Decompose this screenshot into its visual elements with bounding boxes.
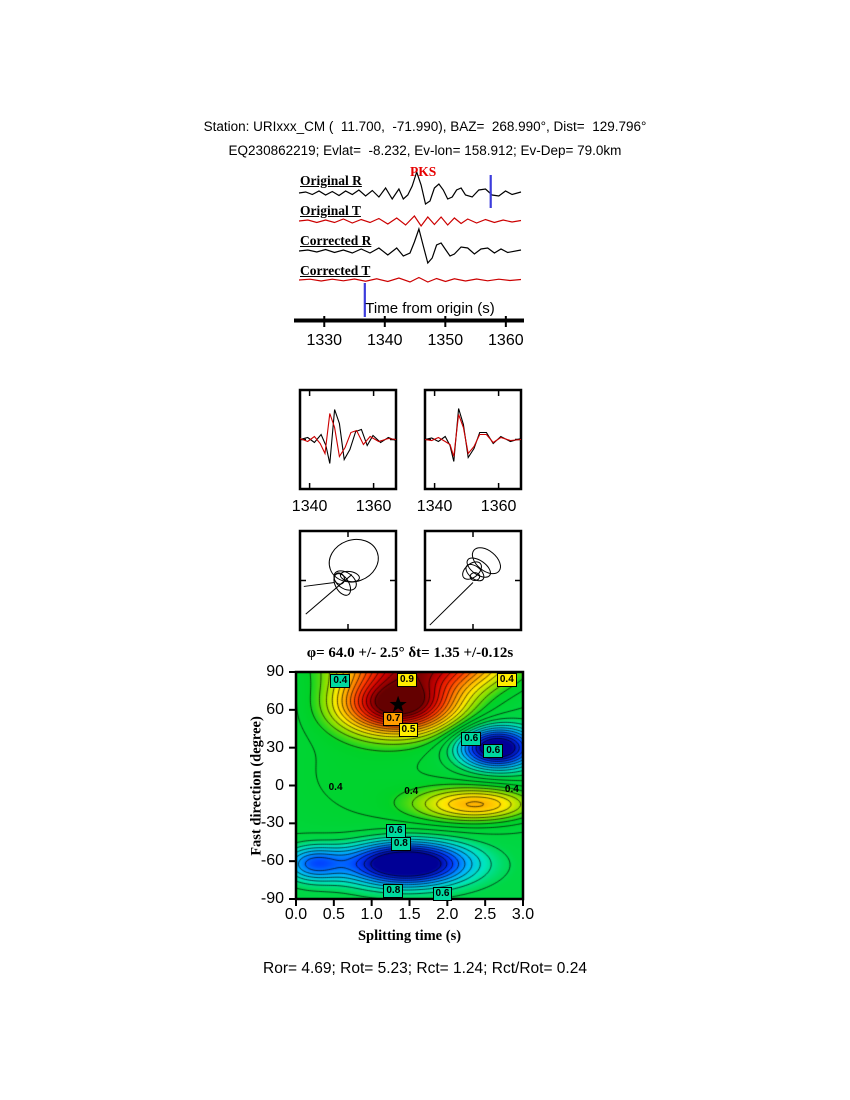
station-info: Station: URIxxx_CM ( 11.700, -71.990), B… bbox=[203, 119, 647, 134]
contour-level-label: 0.4 bbox=[496, 673, 517, 687]
window-seismogram-trace bbox=[299, 409, 397, 464]
energy-y-tick-label: 60 bbox=[266, 700, 284, 718]
wave-axis-label: Time from origin (s) bbox=[365, 300, 495, 317]
window-seismogram-frame bbox=[423, 388, 523, 491]
energy-y-tick-label: 90 bbox=[266, 663, 284, 680]
window-tick-label: 1340 bbox=[416, 498, 453, 515]
particle-motion-loop bbox=[328, 538, 379, 583]
particle-motion-path bbox=[303, 581, 335, 587]
time-axis-tick-label: 1330 bbox=[306, 332, 343, 349]
contour-level-label: 0.6 bbox=[461, 731, 482, 746]
contour-level-label: 0.4 bbox=[330, 673, 351, 688]
energy-x-tick-label: 3.0 bbox=[511, 906, 535, 923]
trace-label-corrected-r: Corrected R bbox=[300, 233, 372, 248]
particle-motion-frame bbox=[423, 529, 523, 632]
particle-motion-loop bbox=[469, 572, 481, 581]
contour-level-label: 0.6 bbox=[483, 744, 504, 759]
particle-motion-loop bbox=[462, 561, 482, 580]
particle-motion-loop bbox=[466, 557, 491, 578]
particle-motion-path bbox=[305, 574, 353, 615]
quality-stats: Ror= 4.69; Rot= 5.23; Rct= 1.24; Rct/Rot… bbox=[263, 960, 587, 977]
contour-level-label: 0.6 bbox=[432, 886, 453, 901]
contour-level-label: 0.8 bbox=[383, 884, 404, 899]
energy-x-tick-label: 2.0 bbox=[436, 906, 459, 923]
time-axis-tick-label: 1340 bbox=[366, 332, 403, 349]
contour-level-label: 0.4 bbox=[404, 786, 419, 798]
trace-label-corrected-t: Corrected T bbox=[300, 263, 371, 278]
contour-level-label: 0.9 bbox=[396, 673, 417, 687]
window-seismogram-trace bbox=[299, 413, 397, 459]
contour-label-layer: 0.4 0.9 0.4 0.7 0.5 0.6 0.6 0.4 0.4 0.4 0.6 0.8 0.8 0… bbox=[296, 672, 523, 901]
time-axis-tick-label: 1350 bbox=[427, 332, 464, 349]
particle-motion-frame bbox=[298, 529, 398, 632]
particle-motion-loop bbox=[333, 572, 346, 585]
phase-label: PKS bbox=[410, 164, 437, 179]
window-seismogram-frame bbox=[298, 388, 398, 491]
window-tick-label: 1360 bbox=[480, 498, 517, 515]
trace-label-original-r: Original R bbox=[300, 173, 362, 188]
contour-level-label: 0.4 bbox=[328, 782, 343, 794]
energy-x-tick-label: 1.0 bbox=[360, 906, 383, 923]
particle-motion-loop bbox=[333, 573, 352, 596]
energy-x-tick-label: 0.5 bbox=[322, 906, 345, 923]
event-info: EQ230862219; Evlat= -8.232, Ev-lon= 158.… bbox=[228, 143, 622, 158]
window-seismogram-trace bbox=[424, 408, 522, 462]
contour-level-label: 0.4 bbox=[504, 783, 519, 795]
energy-x-tick-label: 1.5 bbox=[398, 906, 421, 923]
energy-map-title: φ= 64.0 +/- 2.5° δt= 1.35 +/-0.12s bbox=[306, 645, 514, 661]
energy-x-tick-label: 0.0 bbox=[284, 906, 308, 923]
contour-level-label: 0.8 bbox=[390, 836, 411, 851]
contour-level-label: 0.5 bbox=[398, 723, 419, 737]
energy-y-tick-label: 30 bbox=[266, 738, 284, 756]
energy-y-tick-label: -30 bbox=[260, 814, 284, 832]
energy-x-tick-label: 2.5 bbox=[474, 906, 497, 923]
energy-y-tick-label: -60 bbox=[260, 852, 284, 870]
energy-y-tick-label: 0 bbox=[275, 776, 284, 794]
particle-motion-loop bbox=[471, 547, 501, 575]
window-tick-label: 1360 bbox=[355, 498, 392, 515]
particle-motion-loop bbox=[333, 570, 357, 591]
window-tick-label: 1340 bbox=[291, 498, 328, 515]
trace-label-original-t: Original T bbox=[300, 203, 361, 218]
particle-motion-path bbox=[429, 582, 474, 626]
particle-motion-loop bbox=[339, 570, 360, 583]
time-axis-tick-label: 1360 bbox=[488, 332, 524, 349]
energy-map-xlabel: Splitting time (s) bbox=[357, 928, 462, 944]
window-seismogram-trace bbox=[424, 414, 522, 457]
particle-motion-loop bbox=[465, 563, 485, 582]
energy-y-tick-label: -90 bbox=[260, 890, 284, 907]
